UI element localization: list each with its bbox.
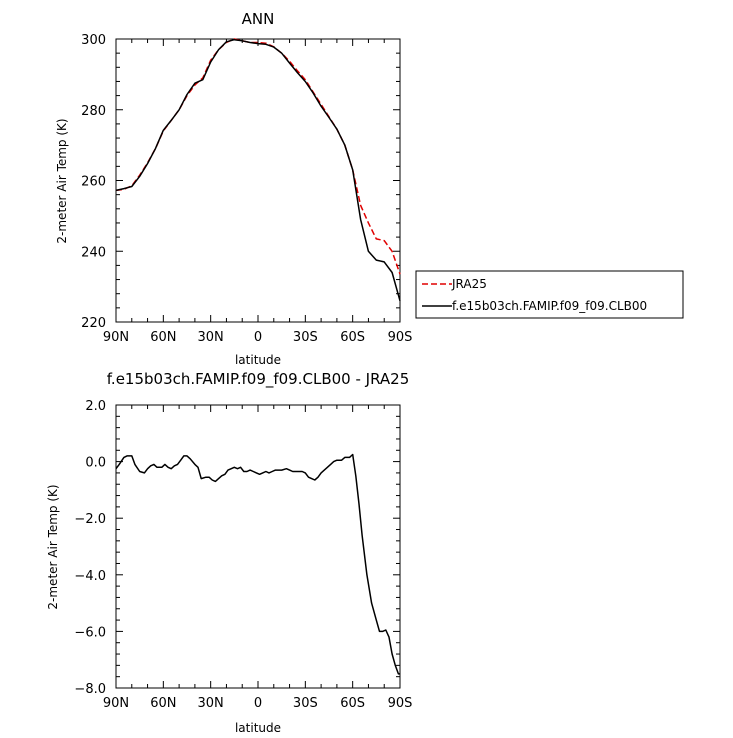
top-x-tick-label: 90N	[103, 330, 129, 345]
bottom-x-tick-label: 90S	[388, 696, 413, 711]
top-x-tick-label: 30N	[198, 330, 224, 345]
bottom-x-tick-labels: 90N 60N 30N 0 30S 60S 90S	[103, 696, 413, 711]
legend: JRA25 f.e15b03ch.FAMIP.f09_f09.CLB00	[415, 270, 684, 319]
top-y-tick-label: 280	[81, 104, 106, 119]
bottom-y-tick-labels: −8.0 −6.0 −4.0 −2.0 0.0 2.0	[74, 399, 106, 697]
bottom-x-axis-title: latitude	[235, 721, 281, 735]
top-y-tick-label: 220	[81, 316, 106, 331]
top-y-tick-label: 260	[81, 175, 106, 190]
top-x-axis-title: latitude	[235, 353, 281, 367]
bottom-x-tick-label: 0	[254, 696, 262, 711]
top-x-tick-labels: 90N 60N 30N 0 30S 60S 90S	[103, 330, 413, 345]
bottom-plot-title: f.e15b03ch.FAMIP.f09_f09.CLB00 - JRA25	[107, 370, 410, 389]
bottom-series-line-0	[115, 453, 400, 675]
top-series	[115, 38, 401, 302]
bottom-x-tick-label: 90N	[103, 696, 129, 711]
top-y-tick-labels: 220 240 260 280 300	[81, 33, 106, 331]
bottom-ticks	[115, 404, 401, 689]
top-x-tick-label: 60N	[150, 330, 176, 345]
bottom-y-tick-label: −6.0	[74, 625, 106, 640]
bottom-y-tick-label: −4.0	[74, 569, 106, 584]
legend-box	[415, 270, 684, 319]
bottom-y-tick-label: −2.0	[74, 512, 106, 527]
bottom-y-tick-label: 2.0	[85, 399, 106, 414]
top-series-line-0	[115, 38, 401, 275]
top-x-tick-label: 0	[254, 330, 262, 345]
top-x-tick-label: 30S	[293, 330, 318, 345]
top-y-tick-label: 240	[81, 245, 106, 260]
top-series-line-1	[115, 38, 401, 302]
top-plot-frame	[115, 38, 401, 323]
legend-label-model: f.e15b03ch.FAMIP.f09_f09.CLB00	[452, 299, 647, 313]
bottom-x-tick-label: 60N	[150, 696, 176, 711]
top-plot-title: ANN	[242, 10, 275, 28]
bottom-x-tick-label: 60S	[340, 696, 365, 711]
bottom-plot-frame	[115, 404, 401, 689]
bottom-panel: f.e15b03ch.FAMIP.f09_f09.CLB00 - JRA25 9…	[46, 370, 412, 735]
top-x-tick-label: 60S	[340, 330, 365, 345]
top-x-tick-label: 90S	[388, 330, 413, 345]
bottom-y-tick-label: 0.0	[85, 456, 106, 471]
legend-label-jra25: JRA25	[451, 277, 487, 291]
bottom-x-tick-label: 30S	[293, 696, 318, 711]
bottom-x-tick-label: 30N	[198, 696, 224, 711]
bottom-y-axis-title: 2-meter Air Temp (K)	[46, 484, 60, 609]
bottom-series	[115, 453, 400, 675]
top-ticks	[115, 38, 401, 323]
top-y-axis-title: 2-meter Air Temp (K)	[55, 118, 69, 243]
top-y-tick-label: 300	[81, 33, 106, 48]
top-panel: ANN 90N 60N 30N 0 30S 60S 90S 220240260280300 …	[55, 10, 412, 367]
bottom-y-tick-label: −8.0	[74, 682, 106, 697]
